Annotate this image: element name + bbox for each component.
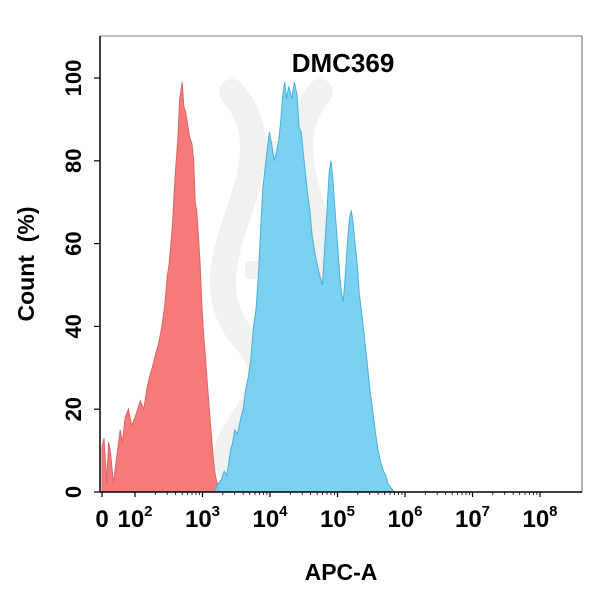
histogram-area-2 [213,82,396,493]
chart-title: DMC369 [292,48,395,78]
histogram-area-1 [101,82,223,493]
y-tick-label: 100 [61,60,86,97]
y-tick-label: 0 [61,486,86,498]
x-ticks: 0 102 103 104 105 106 107 108 [95,492,558,533]
x-tick-label: 103 [185,503,220,533]
x-axis-title: APC-A [305,559,378,585]
y-tick-label: 60 [61,231,86,255]
x-tick-label: 106 [387,503,422,533]
y-ticks: 0 20 40 60 80 100 [61,60,100,498]
x-tick-label: 107 [455,503,490,533]
x-tick-label: 102 [117,503,152,533]
y-tick-label: 80 [61,149,86,173]
y-tick-label: 20 [61,397,86,421]
axes [99,35,583,493]
x-tick-label: 105 [320,503,355,533]
histogram-areas [101,82,396,493]
x-tick-label: 104 [252,503,288,533]
x-tick-label: 0 [95,506,108,533]
y-axis-title: Count (%) [13,207,39,322]
x-tick-label: 108 [522,503,557,533]
y-tick-label: 40 [61,314,86,338]
